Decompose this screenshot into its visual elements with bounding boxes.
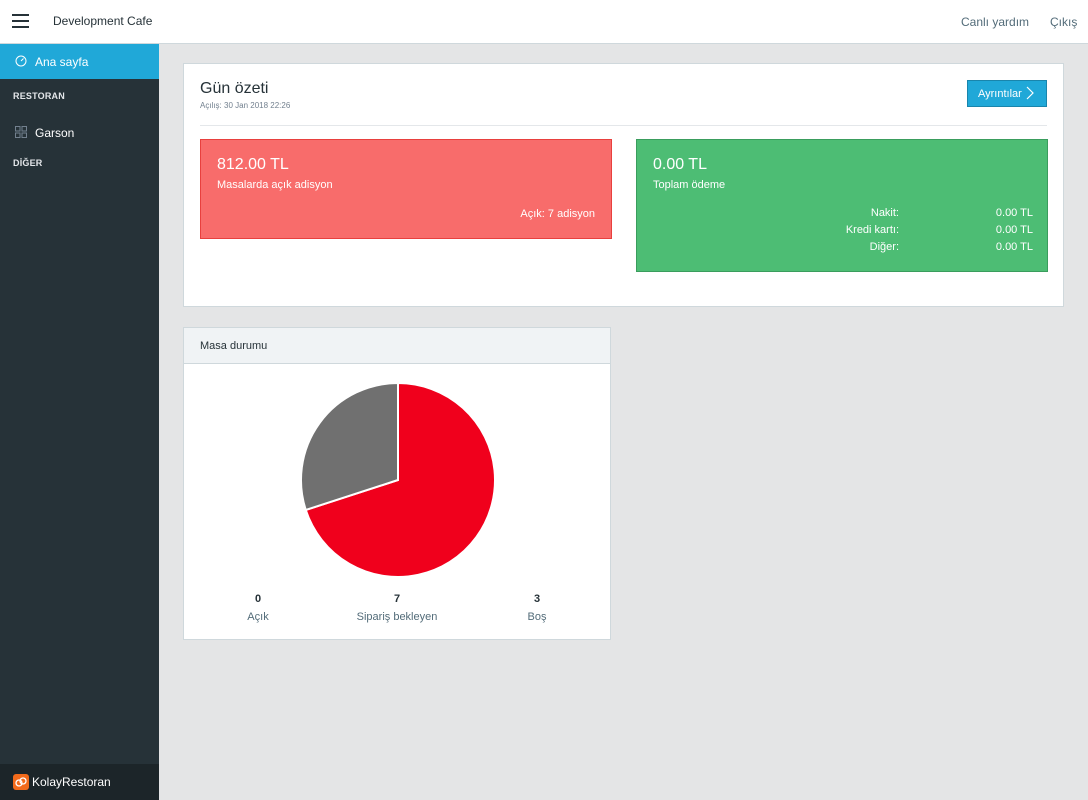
restaurant-name: Development Cafe — [53, 14, 153, 28]
payment-row: Kredi kartı: 0.00 TL — [637, 224, 1049, 240]
speedometer-icon — [15, 55, 27, 70]
sidebar-item-waiter[interactable]: Garson — [0, 119, 159, 149]
pie-slice-sipariş-bekleyen — [304, 381, 496, 578]
payments-amount: 0.00 TL — [653, 156, 707, 173]
brand-footer: KolayRestoran — [0, 764, 159, 800]
grid-icon — [15, 126, 27, 141]
pie-slice-boş — [300, 381, 399, 512]
payment-row-name: Diğer: — [869, 241, 899, 253]
open-checks-count: Açık: 7 adisyon — [520, 208, 595, 220]
open-checks-label: Masalarda açık adisyon — [217, 179, 333, 191]
card-header: Masa durumu — [184, 328, 610, 364]
logout-link[interactable]: Çıkış — [1050, 15, 1078, 29]
sidebar-section-title: DİĞER — [13, 158, 43, 168]
payments-label: Toplam ödeme — [653, 179, 726, 191]
payment-row: Diğer: 0.00 TL — [637, 241, 1049, 257]
sidebar-section-title: RESTORAN — [13, 91, 65, 101]
legend-label: Açık — [247, 611, 269, 623]
payment-row-value: 0.00 TL — [995, 224, 1033, 236]
card-title: Masa durumu — [200, 340, 268, 352]
divider — [200, 125, 1047, 126]
table-status-pie-chart — [300, 381, 496, 578]
day-summary-card: Gün özeti Açılış: 30 Jan 2018 22:26 Ayrı… — [183, 63, 1064, 307]
brand-name: KolayRestoran — [32, 775, 111, 789]
legend-label: Boş — [527, 611, 547, 623]
page-title: Gün özeti — [200, 80, 269, 97]
legend-label: Sipariş bekleyen — [356, 611, 438, 623]
legend-count: 0 — [254, 593, 262, 605]
menu-toggle-icon[interactable] — [12, 14, 29, 28]
live-help-link[interactable]: Canlı yardım — [961, 15, 1030, 29]
sidebar-item-label: Garson — [35, 126, 75, 140]
details-button[interactable]: Ayrıntılar — [967, 80, 1047, 107]
payment-row-value: 0.00 TL — [995, 207, 1033, 219]
legend-count: 7 — [393, 593, 401, 605]
open-checks-amount: 812.00 TL — [217, 156, 289, 173]
opening-time: Açılış: 30 Jan 2018 22:26 — [200, 101, 291, 110]
payments-panel: 0.00 TL Toplam ödeme Nakit: 0.00 TL Kred… — [636, 139, 1048, 272]
kolayrestoran-logo-icon — [13, 774, 29, 790]
sidebar-item-home[interactable]: Ana sayfa — [0, 44, 159, 79]
sidebar-item-label: Ana sayfa — [35, 55, 89, 69]
legend-item: 0 Açık — [188, 593, 328, 623]
legend-item: 3 Boş — [467, 593, 607, 623]
payment-row-name: Nakit: — [870, 207, 899, 219]
sidebar: Ana sayfa RESTORAN Garson DİĞER KolayRes… — [0, 44, 159, 800]
table-status-card: Masa durumu 0 Açık 7 Sipariş bekleyen 3 … — [183, 327, 611, 640]
payment-row: Nakit: 0.00 TL — [637, 207, 1049, 223]
legend-item: 7 Sipariş bekleyen — [327, 593, 467, 623]
legend-count: 3 — [533, 593, 541, 605]
payment-row-value: 0.00 TL — [995, 241, 1033, 253]
chevron-right-icon — [1026, 86, 1034, 103]
open-checks-panel: 812.00 TL Masalarda açık adisyon Açık: 7… — [200, 139, 612, 239]
top-navbar: Development Cafe Canlı yardım Çıkış — [0, 0, 1088, 44]
payment-row-name: Kredi kartı: — [845, 224, 899, 236]
details-button-label: Ayrıntılar — [978, 88, 1022, 100]
